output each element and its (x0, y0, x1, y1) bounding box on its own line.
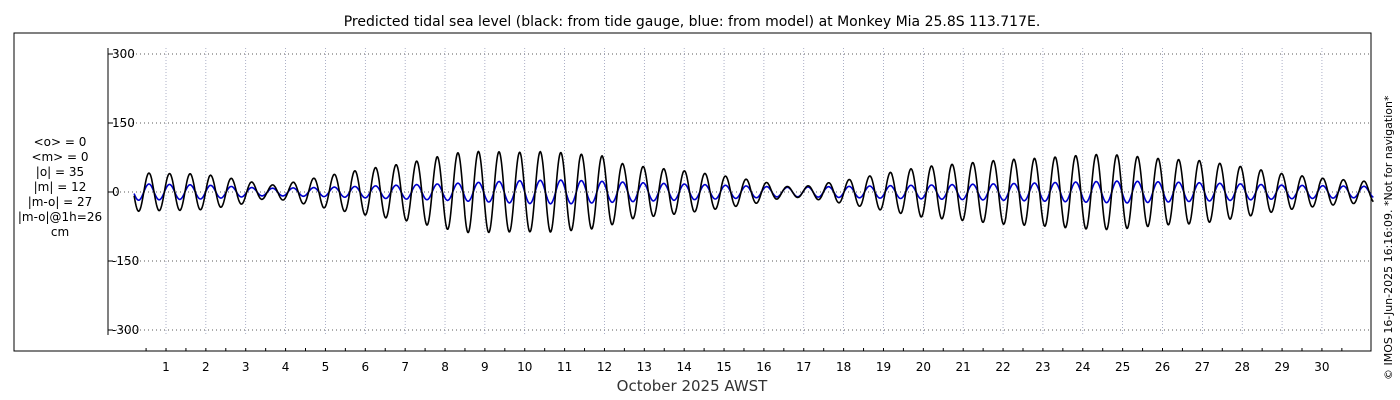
x-tick-label: 23 (1035, 360, 1050, 374)
x-tick-label: 14 (677, 360, 692, 374)
x-tick-label: 20 (916, 360, 931, 374)
x-tick-label: 10 (517, 360, 532, 374)
x-tick-label: 30 (1314, 360, 1329, 374)
x-tick-label: 29 (1274, 360, 1289, 374)
series-line-model (133, 179, 1374, 205)
y-tick-label: 300 (112, 47, 135, 61)
y-tick-label: -150 (112, 254, 139, 268)
stat-line: |m-o|@1h=26 (18, 210, 102, 224)
chart-title: Predicted tidal sea level (black: from t… (344, 14, 1041, 30)
x-tick-label: 25 (1115, 360, 1130, 374)
credit-text: © IMOS 16-Jun-2025 16:16:09. *Not for na… (1382, 95, 1395, 380)
statistics-box: <o> = 0<m> = 0|o| = 35|m| = 12|m-o| = 27… (18, 135, 102, 239)
x-tick-label: 19 (876, 360, 891, 374)
y-tick-label: -300 (112, 323, 139, 337)
x-tick-label: 2 (202, 360, 210, 374)
stat-line: <o> = 0 (34, 135, 87, 149)
x-tick-label: 5 (322, 360, 330, 374)
x-axis-label: October 2025 AWST (617, 377, 769, 395)
series-line-tide-gauge (133, 150, 1374, 234)
x-tick-label: 15 (716, 360, 731, 374)
x-tick-label: 18 (836, 360, 851, 374)
x-tick-label: 24 (1075, 360, 1090, 374)
y-tick-label: 150 (112, 116, 135, 130)
x-tick-label: 21 (956, 360, 971, 374)
y-tick-label: 0 (112, 185, 120, 199)
x-tick-label: 13 (637, 360, 652, 374)
x-tick-label: 17 (796, 360, 811, 374)
x-tick-label: 28 (1235, 360, 1250, 374)
x-tick-label: 1 (162, 360, 170, 374)
x-tick-label: 9 (481, 360, 489, 374)
x-tick-label: 27 (1195, 360, 1210, 374)
x-tick-label: 3 (242, 360, 250, 374)
stat-line: cm (51, 225, 69, 239)
x-tick-label: 6 (361, 360, 369, 374)
plot-frame (13, 32, 1372, 352)
stat-line: <m> = 0 (31, 150, 88, 164)
x-tick-label: 8 (441, 360, 449, 374)
stat-line: |m| = 12 (34, 180, 87, 194)
x-tick-label: 16 (756, 360, 771, 374)
x-tick-label: 4 (282, 360, 290, 374)
x-tick-label: 22 (995, 360, 1010, 374)
stat-line: |o| = 35 (36, 165, 84, 179)
x-axis: 1 2 3 4 5 6 7 8 9 10 11 12 13 14 15 16 17 18 19 20 21 22 23 24 2… (145, 348, 1343, 374)
x-tick-label: 12 (597, 360, 612, 374)
x-tick-label: 7 (401, 360, 409, 374)
stat-line: |m-o| = 27 (28, 195, 93, 209)
grid-lines (108, 48, 1371, 335)
x-tick-label: 11 (557, 360, 572, 374)
x-tick-label: 26 (1155, 360, 1170, 374)
y-axis: 300 150 0 -150 -300 (108, 47, 139, 337)
